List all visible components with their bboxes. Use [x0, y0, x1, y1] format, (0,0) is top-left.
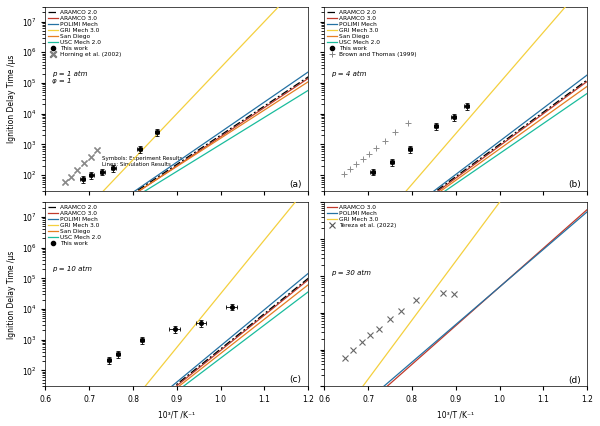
Y-axis label: Ignition Delay Time /μs: Ignition Delay Time /μs	[7, 55, 16, 143]
X-axis label: 10³/T /K⁻¹: 10³/T /K⁻¹	[437, 410, 474, 419]
Text: p = 30 atm: p = 30 atm	[331, 270, 371, 276]
Text: (b): (b)	[568, 180, 581, 189]
Y-axis label: Ignition Delay Time /μs: Ignition Delay Time /μs	[7, 250, 16, 339]
Text: p = 4 atm: p = 4 atm	[331, 71, 367, 77]
Legend: ARAMCO 2.0, ARAMCO 3.0, POLIMI Mech, GRI Mech 3.0, San Diego, USC Mech 2.0, This: ARAMCO 2.0, ARAMCO 3.0, POLIMI Mech, GRI…	[47, 204, 102, 247]
Text: (a): (a)	[289, 180, 302, 189]
Text: (c): (c)	[290, 375, 302, 384]
Text: p = 10 atm: p = 10 atm	[52, 266, 92, 272]
Legend: ARAMCO 2.0, ARAMCO 3.0, POLIMI Mech, GRI Mech 3.0, San Diego, USC Mech 2.0, This: ARAMCO 2.0, ARAMCO 3.0, POLIMI Mech, GRI…	[326, 9, 418, 58]
Text: Symbols: Experiment Results
Lines: Simulation Results: Symbols: Experiment Results Lines: Simul…	[103, 156, 183, 167]
Text: p = 1 atm
φ = 1: p = 1 atm φ = 1	[52, 71, 88, 84]
Legend: ARAMCO 2.0, ARAMCO 3.0, POLIMI Mech, GRI Mech 3.0, San Diego, USC Mech 2.0, This: ARAMCO 2.0, ARAMCO 3.0, POLIMI Mech, GRI…	[47, 9, 122, 58]
Text: (d): (d)	[568, 376, 581, 385]
Legend: ARAMCO 3.0, POLIMI Mech, GRI Mech 3.0, Tereza et al. (2022): ARAMCO 3.0, POLIMI Mech, GRI Mech 3.0, T…	[326, 204, 397, 229]
X-axis label: 10³/T /K⁻¹: 10³/T /K⁻¹	[158, 410, 196, 419]
